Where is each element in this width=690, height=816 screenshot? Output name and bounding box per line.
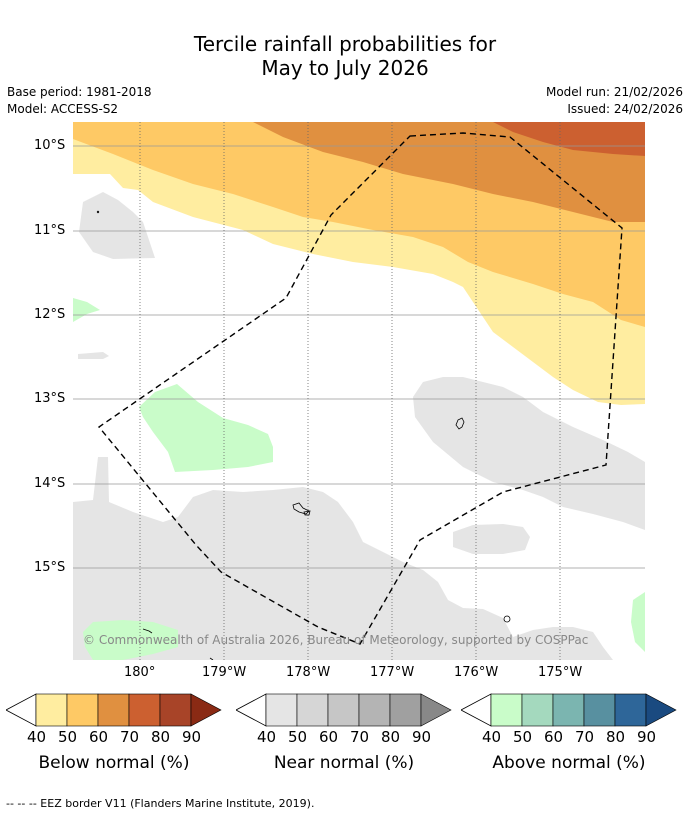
colorbar-near: [235, 693, 452, 727]
legend-swatch: [66, 693, 99, 727]
map-panel: © Commonwealth of Australia 2026, Bureau…: [73, 122, 645, 660]
legend-level: 50: [513, 728, 533, 746]
legend-swatch: [296, 693, 329, 727]
island-east: [455, 417, 465, 430]
near-region-south: [73, 457, 613, 660]
island-central: [292, 502, 310, 515]
island-central-small: [303, 510, 311, 516]
below-70-region: [493, 122, 645, 156]
legend-level: 70: [575, 728, 595, 746]
model-name: Model: ACCESS-S2: [7, 102, 119, 116]
legend-swatch: [645, 693, 677, 727]
near-region-nw: [79, 192, 155, 259]
island-south-left: [209, 657, 214, 660]
above-region-central: [139, 384, 273, 472]
island-outlines: [96, 210, 511, 660]
legend-swatch: [521, 693, 554, 727]
lon-label-177w: 177°W: [370, 665, 415, 680]
legend-above-normal: [460, 692, 677, 728]
lat-gridlines: [73, 145, 645, 569]
legend-swatch: [490, 693, 523, 727]
above-region-sw: [83, 620, 178, 660]
legend-swatch: [389, 693, 422, 727]
legend-swatch: [265, 693, 298, 727]
lat-label-14s: 14°S: [34, 476, 66, 491]
legend-swatch: [190, 693, 222, 727]
legend-level: 40: [27, 728, 47, 746]
copyright-text: © Commonwealth of Australia 2026, Bureau…: [83, 633, 588, 647]
legend-below-caption: Below normal (%): [38, 753, 190, 773]
model-run: Model run: 21/02/2026: [545, 85, 683, 99]
legend-above-caption: Above normal (%): [492, 753, 646, 773]
lon-label-180: 180°: [124, 665, 156, 680]
lon-label-178w: 178°W: [286, 665, 331, 680]
lon-label-175w: 175°W: [538, 665, 583, 680]
colorbar-above: [460, 693, 677, 727]
lat-label-13s: 13°S: [34, 391, 66, 406]
issued-date: Issued: 24/02/2026: [567, 102, 683, 116]
island-sw: [142, 628, 153, 634]
near-region-east: [413, 377, 645, 530]
legend-swatch: [128, 693, 161, 727]
lat-label-11s: 11°S: [34, 223, 66, 238]
legend-level: 60: [89, 728, 109, 746]
legend-level: 50: [58, 728, 78, 746]
legend-level: 60: [319, 728, 339, 746]
island-south: [503, 615, 511, 623]
legend-level: 80: [151, 728, 171, 746]
legend-swatch: [358, 693, 391, 727]
legend-level: 40: [257, 728, 277, 746]
legend-level: 70: [350, 728, 370, 746]
legend-swatch: [420, 693, 452, 727]
near-region-south-islet: [453, 524, 530, 554]
below-60-region: [253, 122, 645, 222]
lon-label-179w: 179°W: [202, 665, 247, 680]
lon-label-176w: 176°W: [454, 665, 499, 680]
above-region-west: [73, 298, 100, 322]
eez-footnote: -- -- -- EEZ border V11 (Flanders Marine…: [6, 797, 315, 810]
legend-level: 80: [606, 728, 626, 746]
above-region-se: [631, 592, 645, 652]
legend-near-caption: Near normal (%): [273, 753, 415, 773]
base-period: Base period: 1981-2018: [7, 85, 152, 99]
legend-level: 90: [412, 728, 432, 746]
legend-level: 90: [637, 728, 657, 746]
legend-level: 80: [381, 728, 401, 746]
legend-swatch: [614, 693, 647, 727]
lat-label-12s: 12°S: [34, 307, 66, 322]
legend-swatch: [583, 693, 616, 727]
legend-near-normal: [235, 692, 452, 728]
legend-swatch: [97, 693, 130, 727]
near-region-small-w: [78, 352, 109, 359]
legend-swatch: [552, 693, 585, 727]
legend-below-normal: [5, 692, 222, 728]
legend-level: 70: [120, 728, 140, 746]
lat-label-10s: 10°S: [34, 138, 66, 153]
legend-swatch: [327, 693, 360, 727]
legend-level: 90: [182, 728, 202, 746]
lat-label-15s: 15°S: [34, 560, 66, 575]
map-title-line2: May to July 2026: [261, 56, 429, 80]
legend-level: 50: [288, 728, 308, 746]
legend-level: 60: [544, 728, 564, 746]
island-nw: [96, 210, 100, 214]
eez-border: [97, 132, 623, 645]
map-svg: © Commonwealth of Australia 2026, Bureau…: [73, 122, 645, 660]
legend-level: 40: [482, 728, 502, 746]
legend-swatch: [159, 693, 192, 727]
map-title-line1: Tercile rainfall probabilities for: [193, 32, 497, 56]
legend-swatch: [35, 693, 68, 727]
colorbar-below: [5, 693, 222, 727]
